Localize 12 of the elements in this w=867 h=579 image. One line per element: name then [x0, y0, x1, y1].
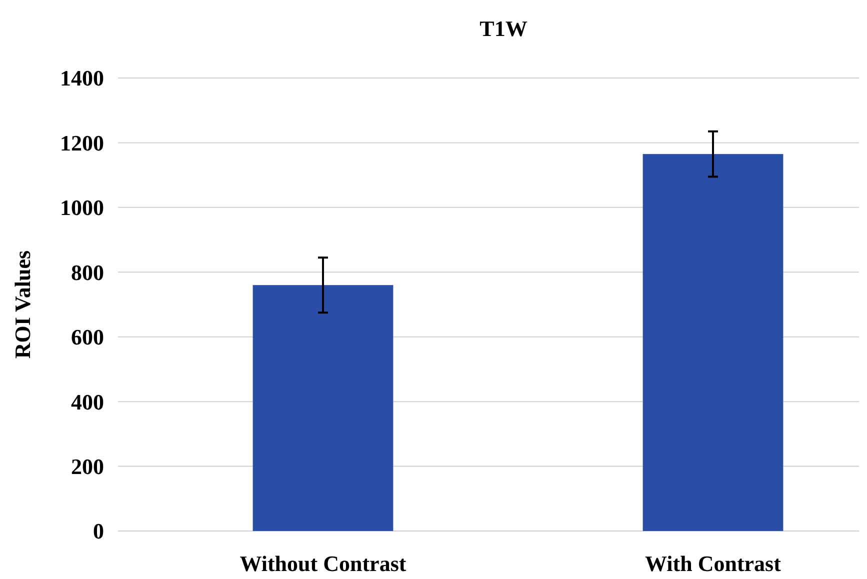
y-tick-label: 200	[71, 454, 104, 479]
y-tick-label: 1000	[60, 195, 104, 220]
x-tick-label: Without Contrast	[240, 551, 407, 576]
y-axis-title: ROI Values	[10, 250, 35, 359]
y-tick-label: 600	[71, 324, 104, 350]
y-tick-label: 0	[93, 518, 104, 544]
x-tick-label: With Contrast	[645, 551, 782, 576]
y-tick-label: 400	[71, 389, 104, 414]
chart-title: T1W	[480, 16, 528, 41]
y-tick-label: 1200	[60, 130, 104, 156]
y-tick-label: 1400	[60, 66, 104, 91]
y-tick-label: 800	[71, 260, 104, 285]
